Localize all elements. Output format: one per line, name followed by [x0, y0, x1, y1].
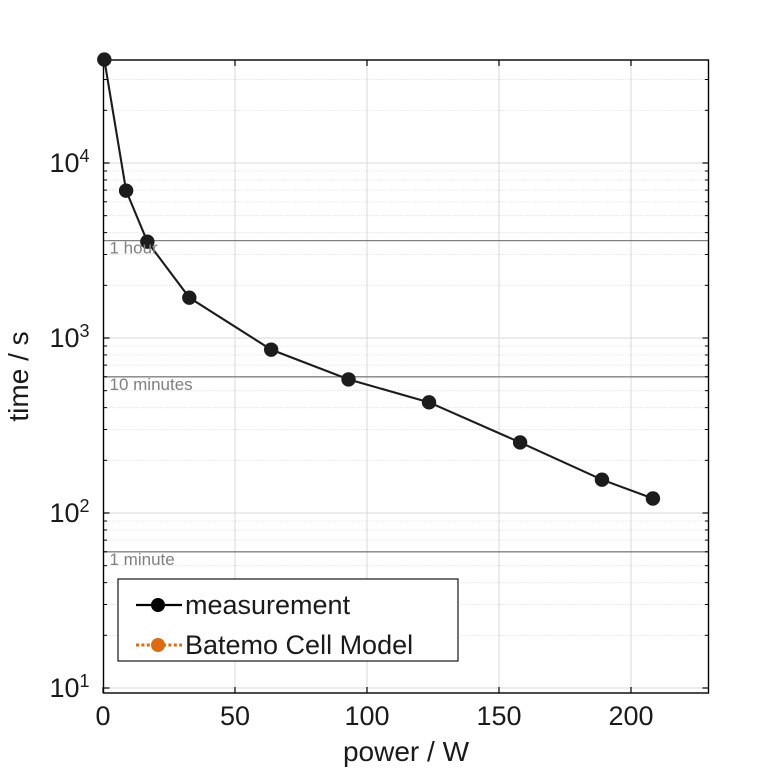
svg-text:Batemo Cell Model: Batemo Cell Model	[185, 630, 413, 660]
svg-text:10 minutes: 10 minutes	[110, 375, 193, 394]
svg-text:200: 200	[608, 701, 653, 731]
svg-text:measurement: measurement	[185, 590, 351, 620]
svg-text:1 hour: 1 hour	[110, 239, 159, 258]
svg-text:time / s: time / s	[3, 331, 34, 421]
svg-text:power / W: power / W	[343, 736, 470, 767]
svg-text:100: 100	[344, 701, 389, 731]
svg-text:150: 150	[476, 701, 521, 731]
svg-text:1 minute: 1 minute	[110, 550, 175, 569]
svg-text:50: 50	[220, 701, 250, 731]
svg-text:0: 0	[95, 701, 110, 731]
